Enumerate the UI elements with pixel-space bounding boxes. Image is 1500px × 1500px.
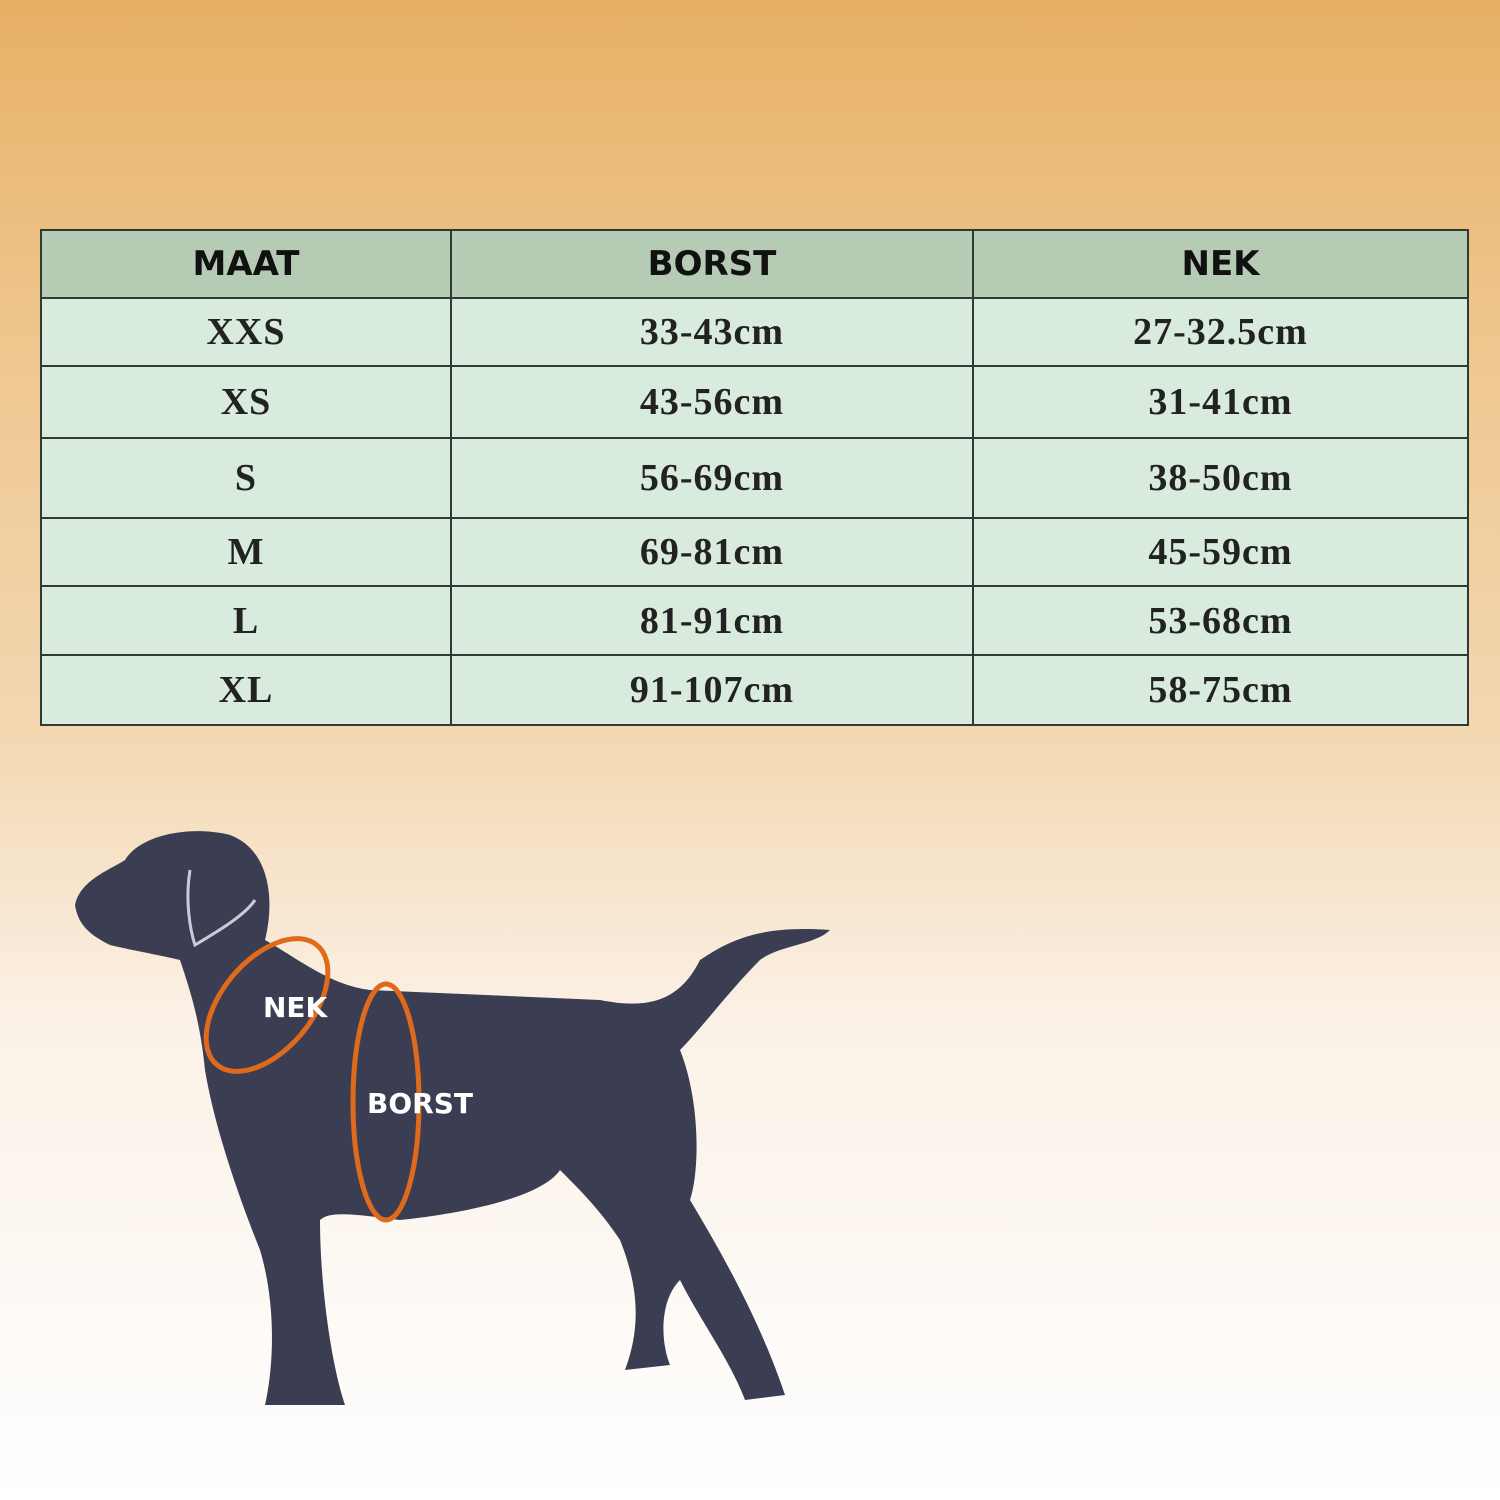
table-cell: XXS <box>40 297 452 367</box>
ear-outline <box>186 869 257 948</box>
table-cell: L <box>40 585 452 656</box>
chest-ring <box>350 981 422 1223</box>
header-cell: MAAT <box>40 229 452 299</box>
table-cell: 27-32.5cm <box>972 297 1469 367</box>
table-cell: 81-91cm <box>450 585 974 656</box>
chest-label: BORST <box>367 1087 473 1120</box>
table-cell: 91-107cm <box>450 654 974 726</box>
dog-silhouette <box>75 831 830 1405</box>
neck-ring <box>203 936 331 1074</box>
table-cell: 69-81cm <box>450 517 974 587</box>
table-body: XXS 33-43cm 27-32.5cm XS 43-56cm 31-41cm S 56-6… <box>40 297 1469 726</box>
table-cell: 31-41cm <box>972 365 1469 439</box>
table-cell: M <box>40 517 452 587</box>
table-cell: 43-56cm <box>450 365 974 439</box>
header-row: MAAT BORST NEK <box>40 229 1469 299</box>
table-row: S 56-69cm 38-50cm <box>40 437 1469 519</box>
table-cell: 33-43cm <box>450 297 974 367</box>
neck-label: NEK <box>263 991 329 1024</box>
table-row: M 69-81cm 45-59cm <box>40 517 1469 587</box>
table-cell: XL <box>40 654 452 726</box>
table-cell: 38-50cm <box>972 437 1469 519</box>
header-cell: BORST <box>450 229 974 299</box>
table-cell: 53-68cm <box>972 585 1469 656</box>
table-cell: 56-69cm <box>450 437 974 519</box>
table-row: L 81-91cm 53-68cm <box>40 585 1469 656</box>
header-cell: NEK <box>972 229 1469 299</box>
table-cell: S <box>40 437 452 519</box>
table-cell: 58-75cm <box>972 654 1469 726</box>
table-row: XS 43-56cm 31-41cm <box>40 365 1469 439</box>
size-table: MAAT BORST NEK XXS 33-43cm 27-32.5cm XS 43-56c… <box>40 229 1469 726</box>
table-row: XXS 33-43cm 27-32.5cm <box>40 297 1469 367</box>
table-cell: XS <box>40 365 452 439</box>
table-cell: 45-59cm <box>972 517 1469 587</box>
table-row: XL 91-107cm 58-75cm <box>40 654 1469 726</box>
